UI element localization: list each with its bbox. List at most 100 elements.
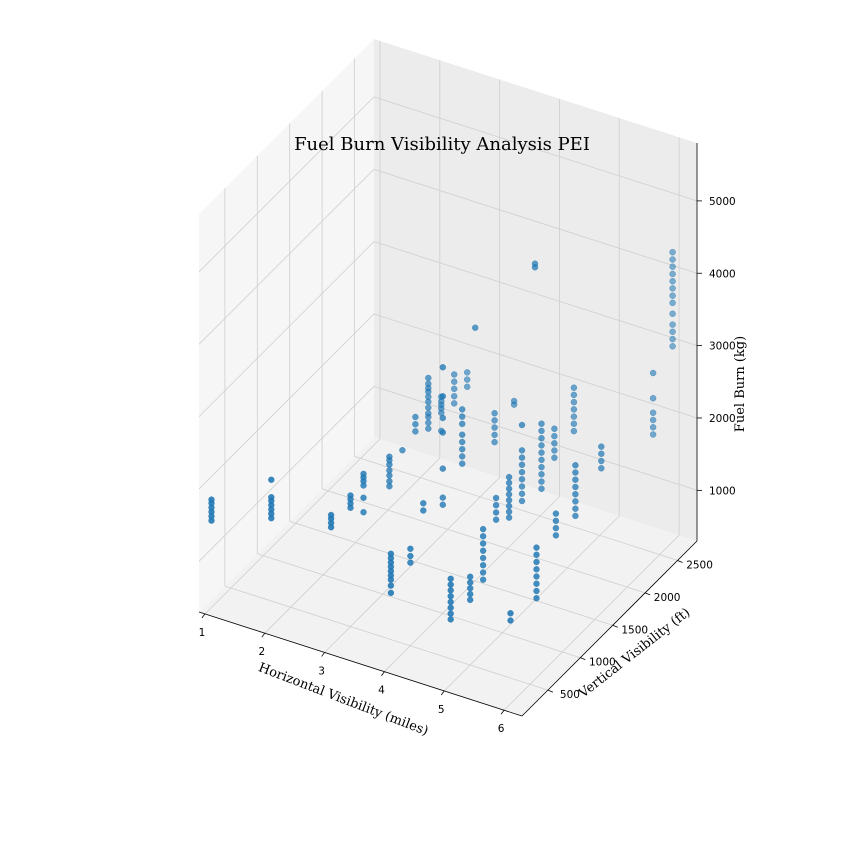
data-point bbox=[572, 469, 579, 476]
data-point bbox=[510, 397, 518, 405]
data-point bbox=[538, 478, 545, 485]
data-point bbox=[518, 461, 526, 469]
y-tick-mark bbox=[644, 592, 651, 596]
data-point bbox=[450, 400, 458, 407]
z-axis-label: Fuel Burn (kg) bbox=[733, 336, 748, 432]
data-point bbox=[570, 420, 578, 428]
data-point bbox=[505, 485, 513, 492]
y-axis-line bbox=[521, 540, 698, 717]
y-tick-label: 1000 bbox=[589, 657, 616, 669]
data-point bbox=[518, 468, 526, 476]
data-point bbox=[572, 498, 579, 505]
axis-panes bbox=[199, 39, 697, 716]
data-point bbox=[491, 431, 498, 439]
data-point bbox=[491, 438, 498, 446]
data-point bbox=[572, 462, 579, 469]
data-point bbox=[492, 501, 500, 509]
z-tick-label: 4000 bbox=[709, 268, 736, 280]
data-point bbox=[479, 569, 487, 576]
data-point bbox=[463, 383, 471, 391]
data-point bbox=[570, 413, 578, 420]
y-gridline bbox=[289, 123, 613, 626]
data-point bbox=[450, 385, 458, 393]
data-point bbox=[407, 552, 414, 560]
data-point bbox=[471, 324, 479, 331]
data-point bbox=[386, 467, 393, 474]
data-point bbox=[386, 453, 393, 460]
floor-pane bbox=[199, 437, 697, 716]
x-tick-mark bbox=[201, 613, 206, 619]
x-tick-mark bbox=[321, 652, 325, 657]
data-point bbox=[463, 376, 471, 383]
data-point bbox=[466, 585, 474, 592]
data-point bbox=[533, 566, 540, 573]
data-point bbox=[420, 507, 427, 514]
z-tick-label: 1000 bbox=[709, 485, 736, 497]
data-point bbox=[538, 463, 545, 471]
data-point bbox=[505, 491, 513, 498]
data-point bbox=[598, 443, 605, 450]
data-point bbox=[570, 406, 578, 413]
data-point bbox=[538, 434, 545, 442]
data-point bbox=[570, 384, 578, 391]
data-point bbox=[479, 533, 487, 540]
data-point bbox=[518, 490, 526, 498]
data-point bbox=[669, 285, 676, 292]
data-point bbox=[518, 421, 526, 429]
axis-lines bbox=[198, 143, 702, 717]
data-point bbox=[531, 260, 539, 267]
z-tick-label: 5000 bbox=[709, 196, 736, 208]
z-gridline bbox=[198, 241, 698, 417]
data-point bbox=[518, 454, 526, 461]
data-point bbox=[538, 456, 545, 464]
y-tick-label: 1500 bbox=[621, 624, 648, 636]
data-point bbox=[439, 364, 447, 371]
data-point bbox=[551, 440, 558, 447]
data-point bbox=[552, 532, 560, 539]
data-point bbox=[572, 512, 579, 520]
data-point bbox=[447, 610, 454, 617]
data-point bbox=[669, 299, 676, 307]
y-tick-mark bbox=[677, 560, 683, 563]
data-point bbox=[533, 551, 540, 559]
data-point bbox=[505, 502, 513, 510]
data-point bbox=[669, 310, 676, 318]
y-tick-mark bbox=[580, 657, 586, 661]
z-gridline bbox=[198, 168, 698, 345]
x-tick-label: 3 bbox=[318, 665, 325, 677]
data-point bbox=[439, 494, 447, 501]
data-point bbox=[412, 428, 419, 435]
data-point bbox=[458, 413, 466, 420]
data-point bbox=[268, 493, 275, 501]
data-point bbox=[387, 550, 395, 558]
data-point bbox=[387, 589, 395, 597]
x-tick-label: 6 bbox=[498, 723, 505, 735]
data-point bbox=[649, 416, 657, 424]
data-point bbox=[412, 413, 419, 421]
data-point bbox=[552, 510, 560, 517]
x-axis-line bbox=[198, 611, 523, 717]
z-tick-label: 3000 bbox=[709, 341, 736, 353]
data-point bbox=[669, 277, 676, 285]
data-point bbox=[439, 393, 447, 400]
data-point bbox=[458, 438, 466, 446]
y-tick-label: 500 bbox=[560, 689, 580, 701]
data-point bbox=[669, 328, 676, 336]
data-point bbox=[425, 410, 432, 417]
data-point bbox=[491, 424, 498, 431]
data-point bbox=[447, 587, 454, 594]
data-point bbox=[479, 547, 487, 555]
data-point bbox=[399, 446, 406, 454]
data-point bbox=[538, 471, 545, 478]
y-gridline bbox=[256, 155, 581, 659]
data-point bbox=[491, 409, 498, 417]
data-point bbox=[505, 514, 513, 521]
data-point bbox=[447, 581, 454, 588]
data-point bbox=[649, 431, 657, 438]
data-point bbox=[649, 369, 657, 377]
left-pane bbox=[199, 39, 374, 612]
data-point bbox=[458, 431, 466, 438]
x-tick-mark bbox=[261, 632, 266, 638]
data-point bbox=[669, 321, 676, 328]
data-point bbox=[439, 414, 447, 422]
